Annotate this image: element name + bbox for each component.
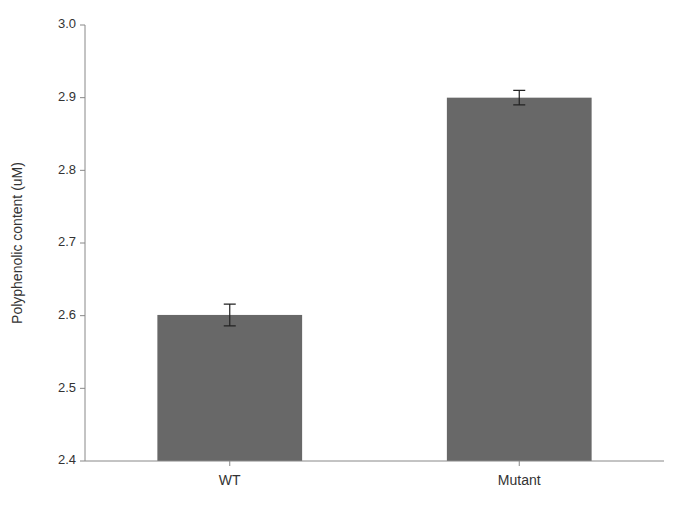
y-tick-label: 2.6 (58, 307, 76, 322)
x-axis-line (85, 461, 664, 462)
y-axis-line (85, 25, 86, 461)
chart: 2.4 2.5 2.6 2.7 2.8 2.9 3.0 Polyphenolic conten… (0, 0, 689, 521)
x-tick-label: Mutant (498, 472, 541, 488)
y-tick (80, 170, 85, 171)
error-bar (224, 304, 236, 326)
bar (447, 98, 592, 461)
x-tick (519, 461, 520, 466)
y-tick (80, 388, 85, 389)
y-tick (80, 243, 85, 244)
x-axis: WT Mutant (85, 461, 664, 488)
x-tick-label: WT (219, 472, 241, 488)
y-tick (80, 315, 85, 316)
y-tick-label: 3.0 (58, 16, 76, 31)
y-axis: 2.4 2.5 2.6 2.7 2.8 2.9 3.0 (58, 16, 85, 467)
y-tick-label: 2.7 (58, 234, 76, 249)
y-tick (80, 461, 85, 462)
y-tick-label: 2.5 (58, 380, 76, 395)
chart-container: 2.4 2.5 2.6 2.7 2.8 2.9 3.0 Polyphenolic conten… (0, 0, 689, 521)
error-bar (513, 90, 525, 105)
bar (157, 315, 302, 461)
y-tick-label: 2.9 (58, 89, 76, 104)
y-tick (80, 97, 85, 98)
x-tick (229, 461, 230, 466)
y-tick-label: 2.8 (58, 162, 76, 177)
y-tick-label: 2.4 (58, 452, 76, 467)
error-bars (224, 90, 526, 325)
y-tick (80, 25, 85, 26)
y-axis-label: Polyphenolic content (uM) (9, 162, 25, 324)
bars (157, 98, 591, 461)
